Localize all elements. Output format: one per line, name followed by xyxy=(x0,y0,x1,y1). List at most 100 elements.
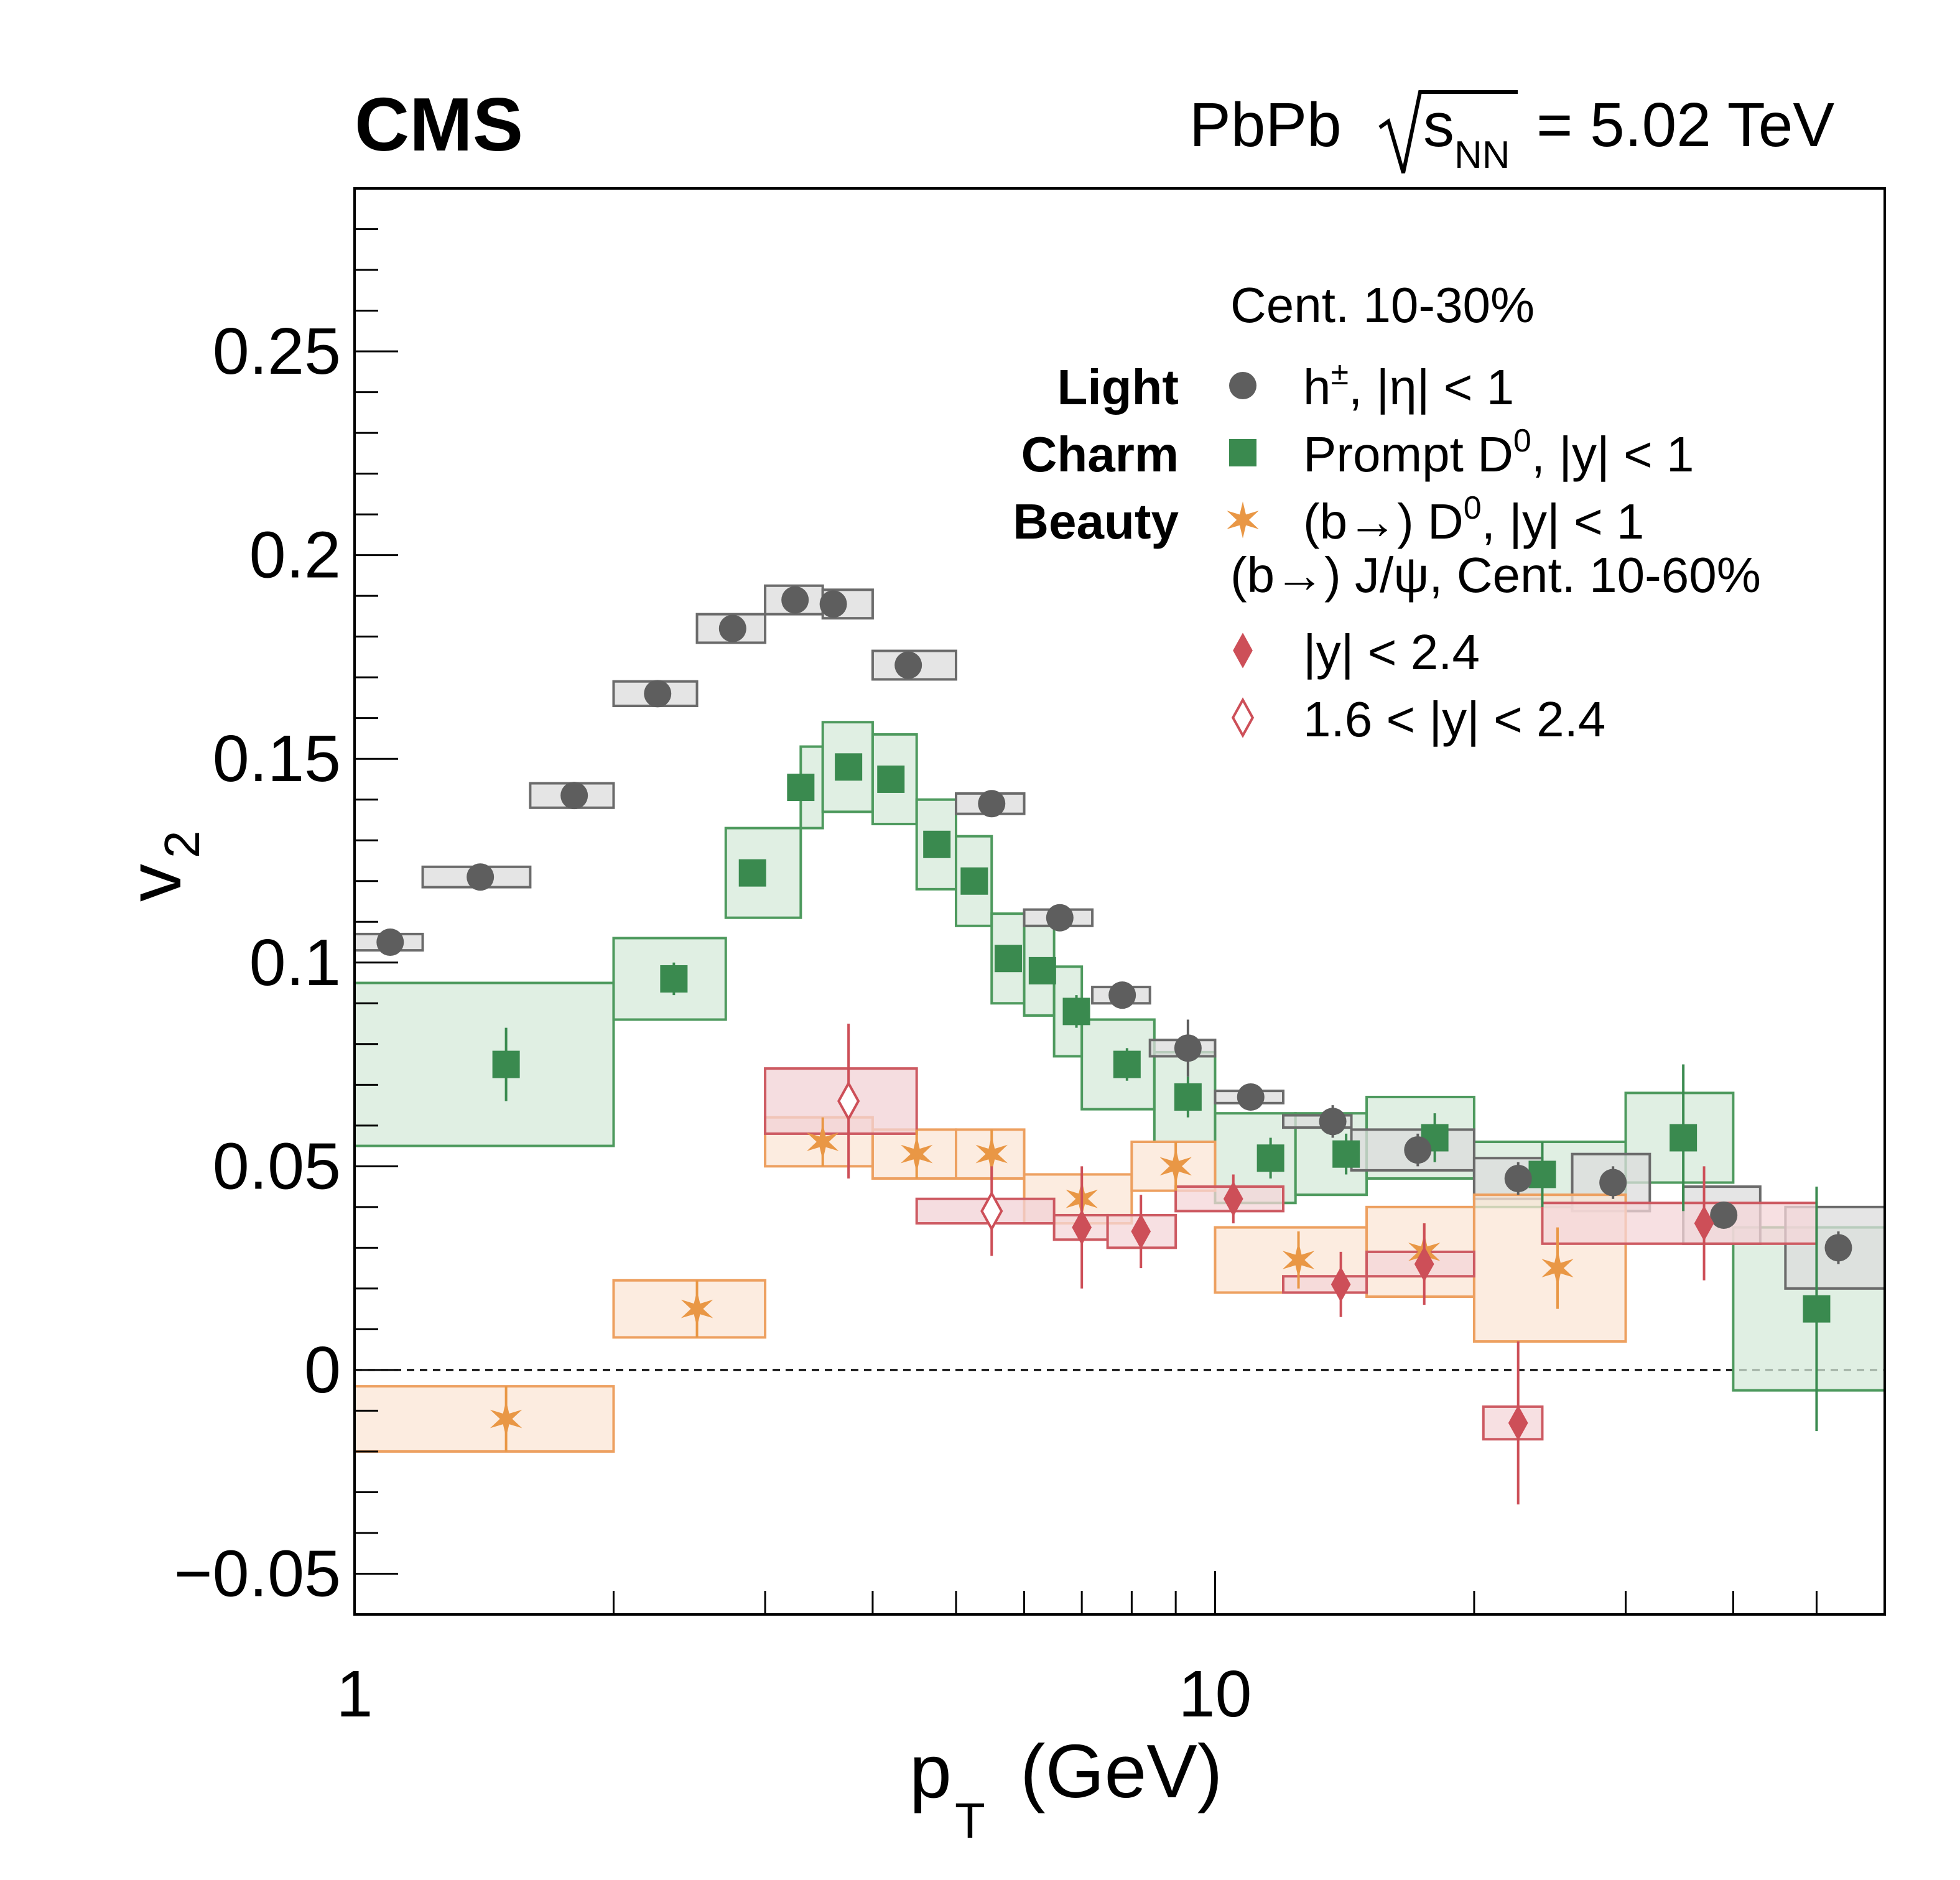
prompt_d0-marker xyxy=(960,867,988,895)
hadrons-marker xyxy=(560,782,588,810)
hadrons-marker xyxy=(819,590,847,618)
sqrt-sign-icon xyxy=(1378,90,1518,174)
axis-ticks xyxy=(353,228,1886,1616)
collision-sqrt-var: s xyxy=(1423,90,1454,160)
jpsi_fwd-marker xyxy=(980,1190,1003,1232)
hadrons-marker xyxy=(1404,1136,1432,1164)
hadrons-marker xyxy=(1237,1083,1265,1111)
hadrons-marker xyxy=(467,863,495,891)
jpsi_mid-marker xyxy=(1331,1266,1351,1302)
jpsi_mid-marker xyxy=(1414,1246,1434,1282)
legend-jpsi_fwd-icon xyxy=(1231,697,1255,738)
prompt_d0-marker xyxy=(994,945,1022,973)
nonprompt_d0-marker xyxy=(807,1123,839,1160)
nonprompt_d0-marker xyxy=(975,1136,1008,1173)
hadrons-marker xyxy=(718,614,746,642)
legend-label: h±, |η| < 1 xyxy=(1303,356,1514,415)
prompt_d0-marker xyxy=(835,753,863,781)
prompt_d0-marker xyxy=(787,774,815,802)
prompt_d0-marker xyxy=(738,859,766,887)
nonprompt_d0-marker xyxy=(901,1136,933,1173)
legend-entry: Light h±, |η| < 1 xyxy=(1057,356,1515,415)
legend-label: |y| < 2.4 xyxy=(1303,624,1480,680)
prompt_d0-marker xyxy=(1332,1140,1360,1168)
prompt_d0-marker xyxy=(1803,1295,1831,1323)
x-axis-title: p T (GeV) xyxy=(909,1729,1222,1848)
prompt_d0-marker xyxy=(660,965,688,993)
nonprompt_d0-marker xyxy=(1159,1147,1192,1185)
prompt_d0-marker xyxy=(1174,1083,1202,1111)
legend-prompt_d0-icon xyxy=(1229,439,1256,466)
prompt_d0-marker xyxy=(1670,1124,1698,1152)
collision-label: PbPb s NN = 5.02 TeV xyxy=(1189,90,1834,177)
tick-labels: −0.05 0 0.05 0.1 0.15 0.2 0.25 1 10 xyxy=(174,315,1252,1731)
collision-prefix: PbPb xyxy=(1189,90,1342,160)
hadrons-marker xyxy=(1824,1234,1852,1262)
hadrons-marker xyxy=(978,790,1006,818)
nonprompt_d0-sys-box xyxy=(612,1279,767,1339)
hadrons-marker xyxy=(1710,1201,1738,1229)
nonprompt_d0-sys-box xyxy=(355,1385,615,1453)
jpsi_mid-marker xyxy=(1072,1210,1092,1246)
y-tick-label: 0.15 xyxy=(213,722,341,795)
jpsi_fwd-sys-boxes xyxy=(764,1067,1056,1225)
jpsi_mid-sys-box xyxy=(1541,1202,1818,1245)
legend-label: (b→) D0, |y| < 1 xyxy=(1303,490,1644,549)
x-axis-title-sub: T xyxy=(955,1793,985,1848)
x-axis-title-unit: (GeV) xyxy=(1020,1729,1222,1813)
legend-label: 1.6 < |y| < 2.4 xyxy=(1303,692,1605,747)
series-layer xyxy=(355,584,1885,1505)
legend-entry: Beauty (b→) D0, |y| < 1 xyxy=(1013,490,1644,549)
prompt_d0-marker xyxy=(1028,956,1056,984)
x-tick-label: 1 xyxy=(337,1657,373,1731)
legend-hadrons-icon xyxy=(1229,372,1256,399)
hadrons-marker xyxy=(894,651,922,679)
jpsi_mid-sys-box xyxy=(1282,1275,1368,1294)
y-tick-label: 0.25 xyxy=(213,315,341,388)
prompt_d0-marker xyxy=(492,1050,520,1078)
prompt_d0-marker xyxy=(923,830,951,858)
prompt_d0-points xyxy=(492,753,1831,1432)
hadrons-marker xyxy=(1504,1164,1532,1192)
nonprompt_d0-marker xyxy=(680,1290,713,1328)
prompt_d0-sys-box xyxy=(355,981,615,1147)
y-tick-label: 0.05 xyxy=(213,1129,341,1203)
hadrons-marker xyxy=(1599,1169,1627,1197)
legend-jpsi-header: (b→) J/ψ, Cent. 10-60% xyxy=(1230,547,1761,603)
legend-label: Prompt D0, |y| < 1 xyxy=(1303,423,1694,482)
legend: Cent. 10-30% Light h±, |η| < 1 Charm Prompt… xyxy=(1013,277,1761,747)
legend-entry: |y| < 2.4 xyxy=(1233,624,1480,680)
jpsi_fwd-marker xyxy=(837,1080,860,1122)
prompt_d0-marker xyxy=(1256,1144,1284,1172)
hadrons-marker xyxy=(644,680,672,708)
y-tick-label: −0.05 xyxy=(174,1537,341,1610)
prompt_d0-marker xyxy=(877,765,905,793)
hadrons-marker xyxy=(1174,1034,1202,1062)
legend-category: Charm xyxy=(1021,427,1179,482)
hadrons-points xyxy=(376,586,1852,1264)
y-axis-title-main: v xyxy=(112,864,197,902)
plot-frame xyxy=(353,187,1886,1616)
jpsi_mid-marker xyxy=(1694,1205,1714,1241)
hadrons-marker xyxy=(1046,904,1074,932)
experiment-label: CMS xyxy=(355,82,523,167)
jpsi_mid-marker xyxy=(1508,1405,1528,1441)
y-tick-label: 0 xyxy=(304,1333,341,1407)
x-tick-label: 10 xyxy=(1179,1657,1252,1731)
nonprompt_d0-marker xyxy=(1541,1249,1574,1287)
hadrons-marker xyxy=(1108,981,1136,1009)
legend-entry: Charm Prompt D0, |y| < 1 xyxy=(1021,423,1694,482)
legend-category: Beauty xyxy=(1013,494,1179,549)
legend-category: Light xyxy=(1057,359,1179,415)
legend-nonprompt_d0-icon xyxy=(1227,501,1259,539)
legend-entry: 1.6 < |y| < 2.4 xyxy=(1231,692,1605,747)
nonprompt_d0-marker xyxy=(490,1400,523,1438)
jpsi_mid-points xyxy=(1072,1166,1714,1505)
y-axis-title-sub: 2 xyxy=(154,831,210,859)
plot-area: −0.05 0 0.05 0.1 0.15 0.2 0.25 1 10 xyxy=(174,187,1886,1731)
prompt_d0-marker xyxy=(1062,998,1090,1026)
jpsi_mid-marker xyxy=(1131,1213,1151,1249)
legend-entries: Light h±, |η| < 1 Charm Prompt D0, |y| < 1 B… xyxy=(1013,356,1694,747)
x-axis-title-main: p xyxy=(909,1729,952,1813)
y-axis-title: v 2 xyxy=(112,831,210,902)
